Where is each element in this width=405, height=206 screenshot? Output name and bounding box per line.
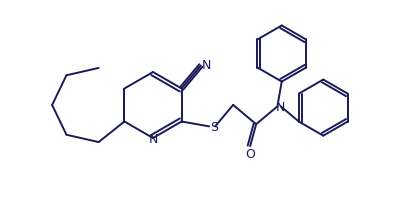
Text: N: N: [275, 100, 285, 113]
Text: N: N: [202, 59, 211, 72]
Text: N: N: [148, 133, 157, 146]
Text: O: O: [245, 147, 254, 160]
Text: S: S: [210, 120, 217, 133]
